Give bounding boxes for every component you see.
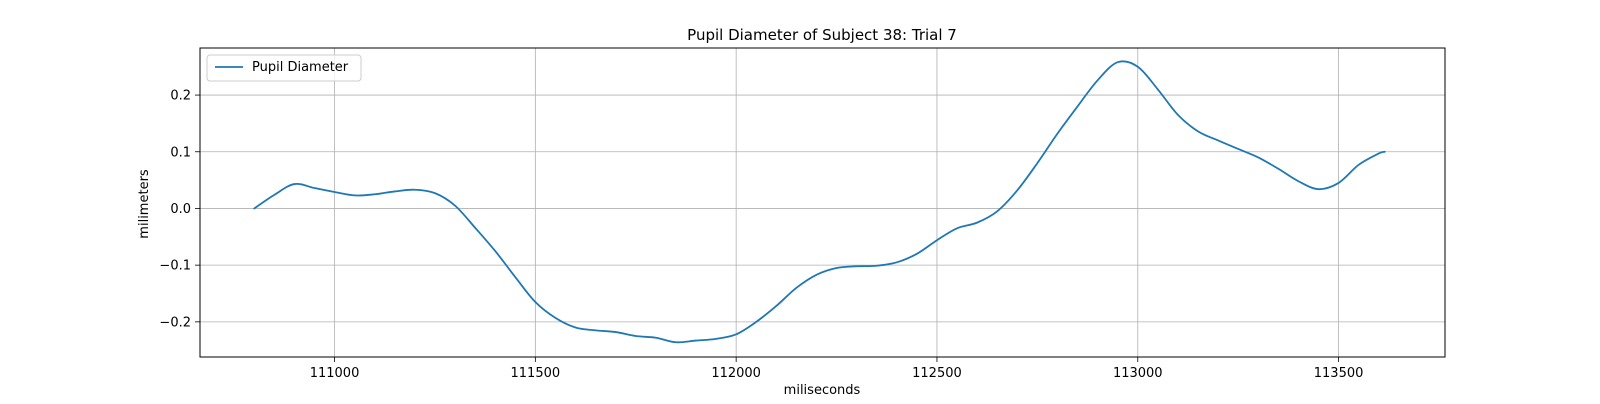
- chart-title: Pupil Diameter of Subject 38: Trial 7: [687, 26, 957, 44]
- plot-frame: [199, 47, 1446, 358]
- x-tick-label: 113000: [1113, 366, 1163, 381]
- series-layer: [253, 60, 1386, 344]
- axis-ticks: 111000 111500 112000 112500 113000 113500 0.2 0…: [159, 89, 1363, 381]
- x-tick-label: 111000: [310, 366, 360, 381]
- x-tick-label: 112500: [912, 366, 962, 381]
- legend: Pupil Diameter: [206, 54, 362, 82]
- y-tick-label: 0.0: [170, 202, 191, 217]
- y-tick-label: −0.1: [159, 259, 191, 274]
- x-axis-label: miliseconds: [784, 383, 861, 398]
- grid-lines: [200, 48, 1445, 357]
- y-tick-label: −0.2: [159, 315, 191, 330]
- legend-label: Pupil Diameter: [252, 60, 349, 75]
- y-tick-label: 0.1: [170, 145, 191, 160]
- x-tick-label: 111500: [511, 366, 561, 381]
- x-tick-label: 112000: [711, 366, 761, 381]
- x-tick-label: 113500: [1314, 366, 1364, 381]
- series-line-pupil-diameter: [253, 60, 1386, 344]
- y-axis-label: milimeters: [137, 169, 152, 239]
- y-tick-label: 0.2: [170, 89, 191, 104]
- legend-box: [206, 54, 362, 82]
